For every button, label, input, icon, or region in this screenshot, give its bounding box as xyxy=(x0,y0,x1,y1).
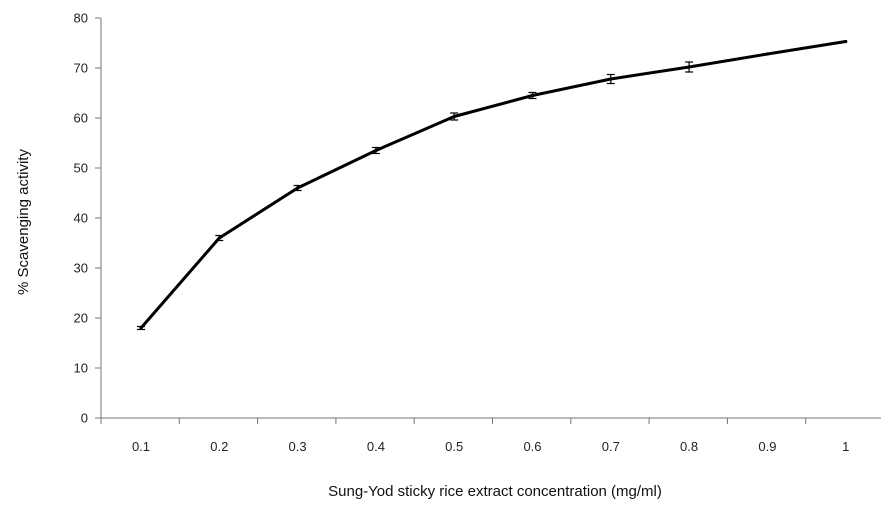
y-axis: 0 10 20 30 40 50 60 70 80 xyxy=(74,11,102,426)
y-tick-label: 70 xyxy=(74,61,88,76)
series-layer xyxy=(137,39,848,331)
x-tick-label: 1 xyxy=(842,439,849,454)
x-tick-label: 0.3 xyxy=(289,439,307,454)
data-point xyxy=(217,236,221,240)
y-tick-label: 0 xyxy=(81,411,88,426)
data-point xyxy=(765,52,770,56)
data-point xyxy=(687,65,691,69)
data-point xyxy=(139,326,143,330)
x-tick-label: 0.7 xyxy=(602,439,620,454)
y-tick-label: 40 xyxy=(74,211,88,226)
x-tick-label: 0.4 xyxy=(367,439,385,454)
data-point xyxy=(530,93,535,98)
series-line xyxy=(139,40,848,330)
y-tick-label: 10 xyxy=(74,361,88,376)
x-axis-title: Sung-Yod sticky rice extract concentrati… xyxy=(328,483,662,500)
x-tick-label: 0.1 xyxy=(132,439,150,454)
data-point xyxy=(609,77,613,81)
x-tick-label: 0.5 xyxy=(445,439,463,454)
data-point xyxy=(844,39,848,44)
x-tick-label: 0.9 xyxy=(758,439,776,454)
y-tick-label: 30 xyxy=(74,261,88,276)
x-tick-label: 0.8 xyxy=(680,439,698,454)
data-point xyxy=(452,114,456,119)
x-tick-label: 0.6 xyxy=(523,439,541,454)
y-tick-label: 20 xyxy=(74,311,88,326)
y-axis-title: % Scavenging activity xyxy=(15,149,32,295)
data-point xyxy=(374,148,378,153)
x-tick-label: 0.2 xyxy=(210,439,228,454)
data-point xyxy=(296,186,300,190)
y-tick-label: 60 xyxy=(74,111,88,126)
y-tick-label: 80 xyxy=(74,11,88,26)
x-axis: 0.1 0.2 0.3 0.4 0.5 0.6 0.7 0.8 0.9 1 xyxy=(100,417,881,454)
y-tick-label: 50 xyxy=(74,161,88,176)
